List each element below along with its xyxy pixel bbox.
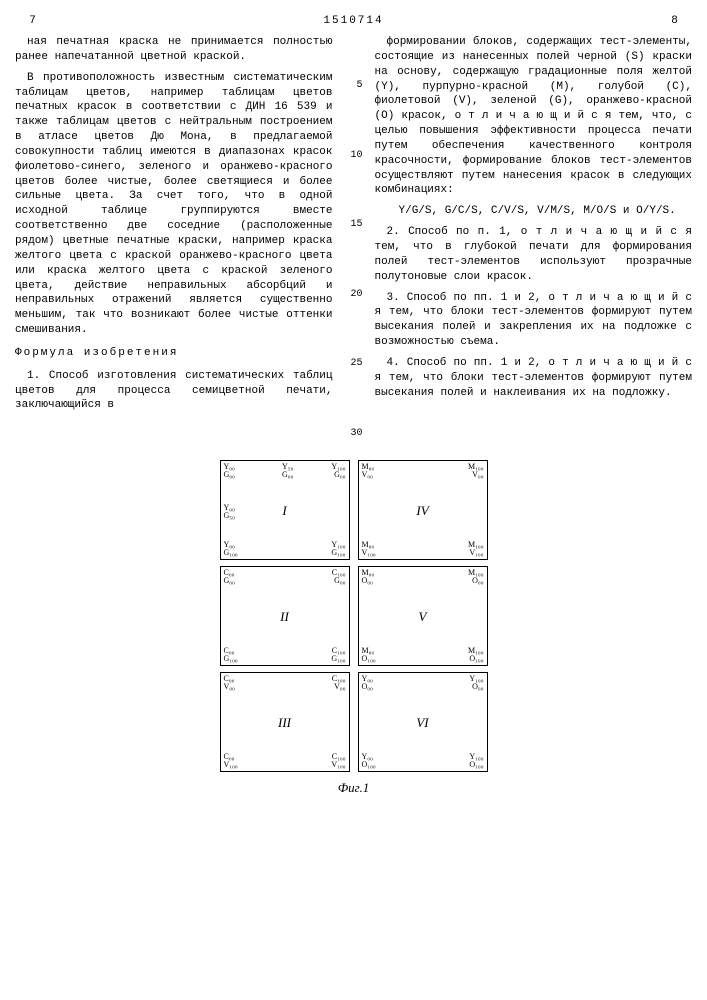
- diagram-cell-5: M₀₀O₀₀ M₁₀₀O₀₀ V M₀₀O₁₀₀ M₁₀₀O₁₀₀: [358, 566, 488, 666]
- header: 7 1510714 8: [15, 15, 692, 27]
- roman-label: III: [221, 716, 349, 729]
- line-num: 30: [345, 427, 363, 441]
- para: 3. Способ по пп. 1 и 2, о т л и ч а ю щ …: [375, 291, 693, 350]
- corner-label: M₀₀V₀₀: [362, 463, 375, 479]
- corner-label: Y₀₀O₀₀: [362, 675, 373, 691]
- corner-label: M₀₀O₀₀: [362, 569, 375, 585]
- corner-label: Y₀₀O₁₀₀: [362, 753, 376, 769]
- line-num: 20: [345, 288, 363, 302]
- corner-label: Y₁₀₀O₀₀: [469, 675, 483, 691]
- line-num: 10: [345, 149, 363, 163]
- corner-label: C₁₀₀G₁₀₀: [331, 647, 345, 663]
- diagram-cell-4: M₀₀V₀₀ M₁₀₀V₀₀ IV M₀₀V₁₀₀ M₁₀₀V₁₀₀: [358, 460, 488, 560]
- corner-label: C₀₀G₀₀: [224, 569, 235, 585]
- corner-label: M₁₀₀O₀₀: [468, 569, 483, 585]
- line-num: 15: [345, 218, 363, 232]
- corner-label: C₀₀V₀₀: [224, 675, 235, 691]
- para: формировании блоков, содержащих тест-эле…: [375, 35, 693, 198]
- left-column: ная печатная краска не принимается полно…: [15, 35, 333, 440]
- corner-label: C₀₀G₁₀₀: [224, 647, 238, 663]
- text-columns: ная печатная краска не принимается полно…: [15, 35, 692, 440]
- page-number-right: 8: [657, 15, 692, 27]
- roman-label: IV: [359, 504, 487, 517]
- figure-area: Y₀₀G₀₀ Y₅₀G₀₀ Y₁₀₀G₀₀ Y₀₀G₅₀ I Y₀₀G₁₀₀ Y…: [15, 460, 692, 796]
- figure-grid: Y₀₀G₀₀ Y₅₀G₀₀ Y₁₀₀G₀₀ Y₀₀G₅₀ I Y₀₀G₁₀₀ Y…: [220, 460, 488, 772]
- corner-label: M₁₀₀V₀₀: [468, 463, 483, 479]
- corner-label: Y₅₀G₀₀: [282, 463, 293, 479]
- diagram-cell-1: Y₀₀G₀₀ Y₅₀G₀₀ Y₁₀₀G₀₀ Y₀₀G₅₀ I Y₀₀G₁₀₀ Y…: [220, 460, 350, 560]
- roman-label: II: [221, 610, 349, 623]
- roman-label: V: [359, 610, 487, 623]
- para: 4. Способ по пп. 1 и 2, о т л и ч а ю щ …: [375, 356, 693, 401]
- para: 2. Способ по п. 1, о т л и ч а ю щ и й с…: [375, 225, 693, 284]
- corner-label: C₀₀V₁₀₀: [224, 753, 238, 769]
- diagram-cell-6: Y₀₀O₀₀ Y₁₀₀O₀₀ VI Y₀₀O₁₀₀ Y₁₀₀O₁₀₀: [358, 672, 488, 772]
- corner-label: Y₁₀₀G₀₀: [331, 463, 345, 479]
- combos: Y/G/S, G/C/S, C/V/S, V/M/S, M/O/S и O/Y/…: [387, 204, 693, 219]
- page-number-left: 7: [15, 15, 50, 27]
- formula-title: Формула изобретения: [15, 346, 333, 361]
- diagram-cell-3: C₀₀V₀₀ C₁₀₀V₀₀ III C₀₀V₁₀₀ C₁₀₀V₁₀₀: [220, 672, 350, 772]
- roman-label: I: [221, 504, 349, 517]
- line-numbers: 5 10 15 20 25 30: [345, 35, 363, 440]
- corner-label: M₁₀₀V₁₀₀: [468, 541, 483, 557]
- corner-label: M₀₀O₁₀₀: [362, 647, 376, 663]
- corner-label: C₁₀₀V₁₀₀: [331, 753, 345, 769]
- para: 1. Способ изготовления систематических т…: [15, 369, 333, 414]
- line-num: 5: [345, 79, 363, 93]
- corner-label: Y₁₀₀O₁₀₀: [469, 753, 483, 769]
- para: В противоположность известным систематич…: [15, 71, 333, 338]
- corner-label: C₁₀₀G₀₀: [332, 569, 346, 585]
- corner-label: M₀₀V₁₀₀: [362, 541, 376, 557]
- diagram-cell-2: C₀₀G₀₀ C₁₀₀G₀₀ II C₀₀G₁₀₀ C₁₀₀G₁₀₀: [220, 566, 350, 666]
- right-column: формировании блоков, содержащих тест-эле…: [375, 35, 693, 440]
- corner-label: Y₁₀₀G₁₀₀: [331, 541, 345, 557]
- para: ная печатная краска не принимается полно…: [15, 35, 333, 65]
- corner-label: M₁₀₀O₁₀₀: [468, 647, 483, 663]
- line-num: 25: [345, 357, 363, 371]
- corner-label: Y₀₀G₀₀: [224, 463, 235, 479]
- corner-label: C₁₀₀V₀₀: [332, 675, 346, 691]
- figure-label: Фиг.1: [220, 780, 488, 796]
- roman-label: VI: [359, 716, 487, 729]
- corner-label: Y₀₀G₁₀₀: [224, 541, 238, 557]
- document-number: 1510714: [50, 15, 657, 27]
